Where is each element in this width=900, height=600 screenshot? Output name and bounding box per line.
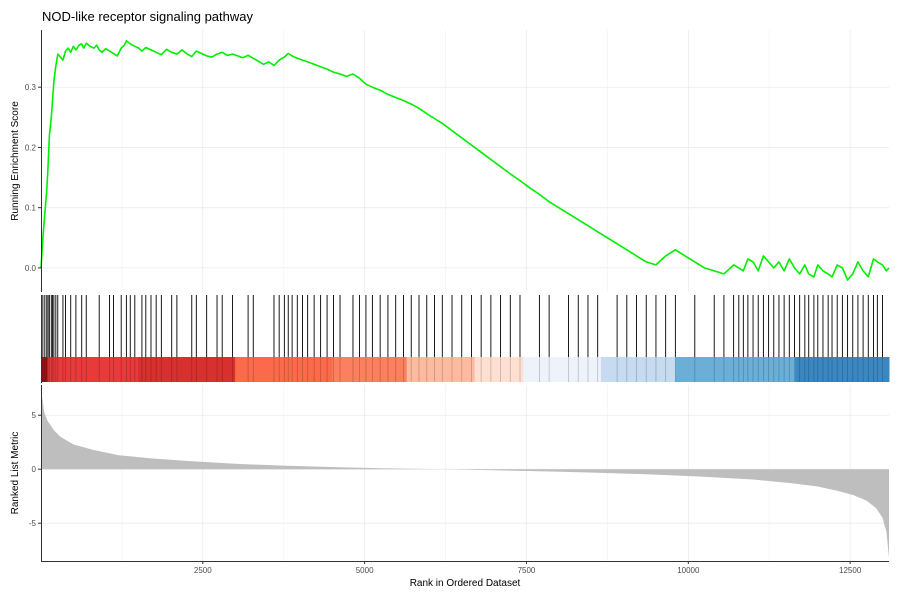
es-y-tick-label: 0.0 — [25, 264, 37, 273]
rank-color-bin — [675, 357, 796, 382]
chart-title: NOD-like receptor signaling pathway — [42, 9, 253, 24]
x-axis-title: Rank in Ordered Dataset — [410, 578, 521, 589]
x-tick-label: 12500 — [839, 566, 862, 575]
metric-x-ticks: 2500 5000 7500 10000 12500 — [194, 561, 862, 575]
es-curve — [40, 39, 890, 281]
rank-color-bin — [138, 357, 236, 382]
rank-color-bin — [332, 357, 408, 382]
x-tick-label: 5000 — [356, 566, 374, 575]
rank-color-bin — [600, 357, 676, 382]
metric-y-axis-title: Ranked List Metric — [10, 432, 21, 515]
rank-color-bin — [235, 357, 333, 382]
es-y-tick-label: 0.1 — [25, 204, 37, 213]
es-y-axis-title: Running Enrichment Score — [10, 101, 21, 221]
rank-color-bin — [47, 357, 139, 382]
es-y-ticks: 0.0 0.1 0.2 0.3 — [25, 83, 41, 273]
metric-y-tick-label: 0 — [32, 465, 37, 474]
rank-color-bar — [41, 357, 890, 382]
metric-y-ticks: -5 0 5 — [29, 411, 41, 528]
es-y-tick-label: 0.2 — [25, 143, 37, 152]
metric-area — [41, 388, 889, 558]
x-tick-label: 7500 — [518, 566, 536, 575]
x-tick-label: 2500 — [194, 566, 212, 575]
metric-gridlines — [41, 385, 889, 561]
metric-y-tick-label: 5 — [32, 411, 37, 420]
rank-color-bin — [795, 357, 890, 382]
es-gridlines — [41, 30, 889, 292]
es-y-tick-label: 0.3 — [25, 83, 37, 92]
rank-color-bin — [41, 357, 48, 382]
rank-color-bin — [523, 357, 602, 382]
gene-hit-marks — [42, 295, 883, 357]
rank-color-bin — [474, 357, 524, 382]
x-tick-label: 10000 — [677, 566, 700, 575]
rank-color-bin — [406, 357, 476, 382]
metric-y-tick-label: -5 — [29, 519, 37, 528]
